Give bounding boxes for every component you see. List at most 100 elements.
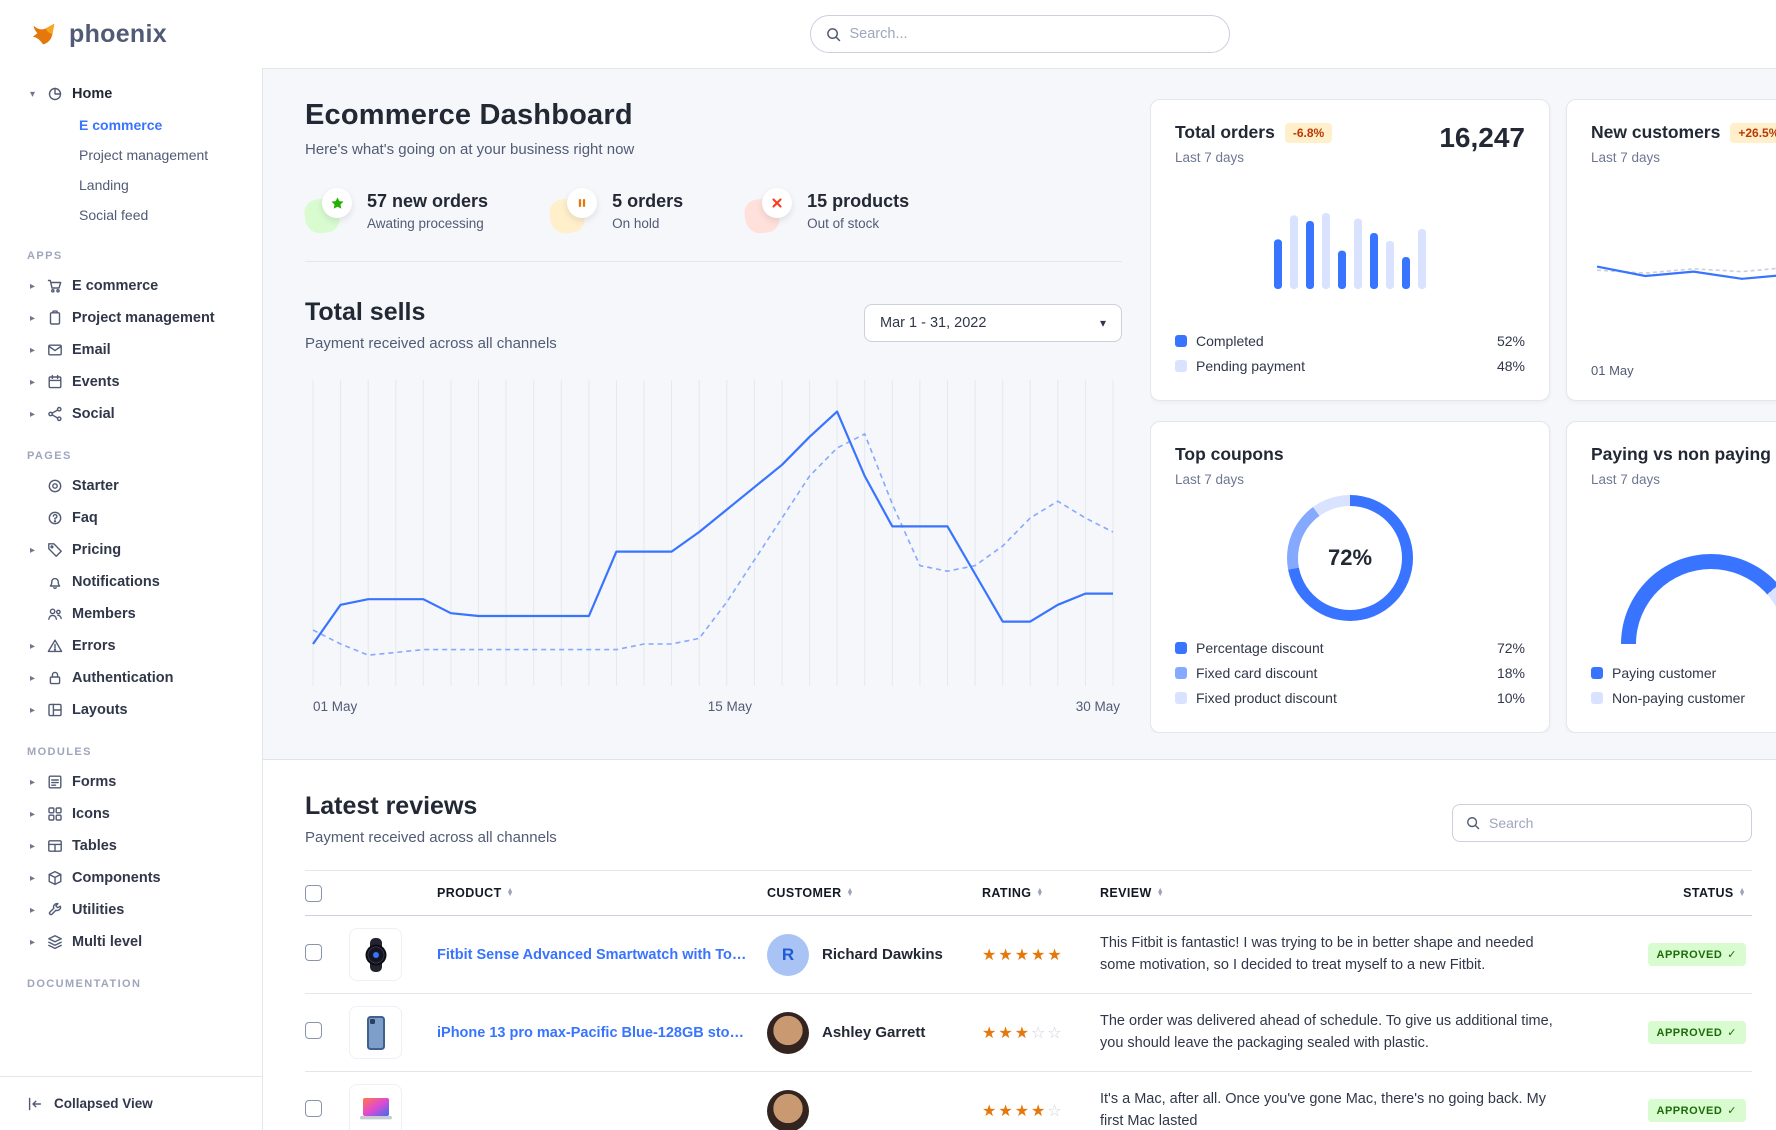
table-row: Fitbit Sense Advanced Smartwatch with To… [305, 916, 1752, 994]
column-label: CUSTOMER [767, 886, 842, 900]
change-badge: +26.5% [1730, 122, 1776, 143]
total-sells-chart [312, 380, 1114, 686]
stat-value: 57 new orders [367, 190, 489, 211]
chevron-right-icon: ▸ [29, 640, 36, 652]
column-header-customer[interactable]: CUSTOMER ▲ ▼ [767, 886, 982, 900]
sidebar-item-notifications[interactable]: Notifications [0, 566, 262, 598]
search-icon [826, 27, 840, 41]
legend-swatch [1175, 691, 1187, 704]
product-link[interactable]: iPhone 13 pro max-Pacific Blue-128GB sto… [437, 1024, 761, 1041]
top-coupons-donut: 72% [1287, 495, 1413, 621]
calendar-icon [48, 374, 62, 389]
customer-name: Richard Dawkins [822, 946, 943, 963]
legend-item: Completed 52% [1175, 328, 1525, 353]
sidebar-item-multi-level[interactable]: ▸ Multi level [0, 926, 262, 958]
status-badge: APPROVED ✓ [1647, 943, 1746, 966]
row-checkbox[interactable] [305, 1099, 322, 1117]
cards-grid: Total orders -6.8% Last 7 days 16,247 Co… [1150, 99, 1776, 733]
sidebar-item-social[interactable]: ▸ Social [0, 398, 262, 430]
star-icon: ★ [1031, 946, 1048, 964]
chevron-right-icon: ▸ [29, 408, 36, 420]
rating-stars: ★★★★★ [982, 945, 1100, 965]
avatar-photo [767, 1089, 809, 1130]
select-all-checkbox[interactable] [305, 884, 322, 902]
legend-item: Percentage discount 72% [1175, 635, 1525, 660]
legend-item: Paying customer [1591, 660, 1776, 685]
sidebar-item-label: E commerce [72, 278, 159, 294]
sidebar-item-faq[interactable]: Faq [0, 502, 262, 534]
question-icon [48, 511, 62, 525]
sidebar-item-events[interactable]: ▸ Events [0, 366, 262, 398]
sort-icon: ▲ ▼ [506, 886, 514, 898]
column-header-product[interactable]: PRODUCT ▲ ▼ [437, 886, 767, 900]
total-sells-chart-area [305, 380, 1122, 691]
row-checkbox[interactable] [305, 943, 322, 961]
sidebar-item-starter[interactable]: Starter [0, 470, 262, 502]
tag-icon [48, 543, 62, 557]
sidebar-item-email[interactable]: ▸ Email [0, 334, 262, 366]
review-text: It's a Mac, after all. Once you've gone … [1100, 1090, 1546, 1129]
status-badge: APPROVED ✓ [1647, 1021, 1746, 1044]
sidebar-item-label: Email [72, 342, 111, 358]
sidebar-item-label: Starter [72, 478, 119, 494]
legend-label: Fixed product discount [1196, 689, 1337, 706]
row-checkbox-cell [305, 1099, 349, 1122]
total-orders-chart [1175, 165, 1525, 328]
new-customers-card: New customers +26.5% Last 7 days 01 May [1566, 99, 1776, 401]
collapsed-view-toggle[interactable]: Collapsed View [0, 1076, 262, 1130]
chevron-right-icon: ▸ [29, 904, 36, 916]
product-thumbnail[interactable] [349, 1084, 402, 1130]
column-label: RATING [982, 886, 1032, 900]
product-thumbnail[interactable] [349, 928, 402, 981]
sidebar-item-pricing[interactable]: ▸ Pricing [0, 534, 262, 566]
global-search[interactable] [809, 15, 1230, 53]
card-period: Last 7 days [1175, 472, 1245, 487]
sidebar-subitem-project-management[interactable]: Project management [79, 147, 209, 163]
row-checkbox-cell [305, 1021, 349, 1044]
column-header-status[interactable]: STATUS ▲ ▼ [1602, 886, 1752, 900]
legend-swatch [1591, 666, 1603, 679]
legend-item: Fixed card discount 18% [1175, 660, 1525, 685]
sidebar-item-authentication[interactable]: ▸ Authentication [0, 662, 262, 694]
search-area [263, 0, 1776, 68]
sidebar-item-label: Icons [72, 806, 110, 822]
sidebar-subitem-social-feed[interactable]: Social feed [79, 207, 149, 223]
sidebar-item-forms[interactable]: ▸ Forms [0, 766, 262, 798]
column-header-rating[interactable]: RATING ▲ ▼ [982, 886, 1100, 900]
top-navbar: phoenix [0, 0, 1776, 68]
reviews-search-input[interactable] [1489, 815, 1738, 831]
sidebar-section-documentation: DOCUMENTATION [27, 978, 142, 990]
search-input[interactable] [849, 26, 1214, 42]
sidebar-item-project-management[interactable]: ▸ Project management [0, 302, 262, 334]
column-header-review[interactable]: REVIEW ▲ ▼ [1100, 886, 1602, 900]
sidebar-item-tables[interactable]: ▸ Tables [0, 830, 262, 862]
chevron-right-icon: ▸ [29, 840, 36, 852]
stat-icon-wrap [547, 188, 598, 236]
brand-name: phoenix [69, 19, 167, 48]
sidebar-subitem-landing[interactable]: Landing [79, 177, 129, 193]
product-thumbnail[interactable] [349, 1006, 402, 1059]
paying-legend: Paying customer Non-paying customer [1591, 660, 1776, 710]
date-range-select[interactable]: Mar 1 - 31, 2022 ▾ [864, 304, 1122, 342]
sidebar-item-label: Faq [72, 510, 98, 526]
sidebar-item-components[interactable]: ▸ Components [0, 862, 262, 894]
sidebar-item-members[interactable]: Members [0, 598, 262, 630]
brand[interactable]: phoenix [0, 0, 263, 68]
sidebar-item-home[interactable]: ▾ Home [0, 78, 262, 110]
row-checkbox[interactable] [305, 1021, 322, 1039]
star-icon: ☆ [1047, 1024, 1064, 1042]
sidebar-item-icons[interactable]: ▸ Icons [0, 798, 262, 830]
sidebar-item-utilities[interactable]: ▸ Utilities [0, 894, 262, 926]
sidebar-subitem-e-commerce[interactable]: E commerce [79, 117, 163, 133]
sidebar-item-layouts[interactable]: ▸ Layouts [0, 694, 262, 726]
product-link[interactable]: Fitbit Sense Advanced Smartwatch with To… [437, 946, 767, 963]
phoenix-logo-icon [32, 23, 55, 45]
sort-icon: ▲ ▼ [1036, 886, 1044, 898]
stat-icon-wrap [302, 188, 352, 236]
sidebar-item-e-commerce[interactable]: ▸ E commerce [0, 270, 262, 302]
reviews-search[interactable] [1452, 804, 1752, 842]
column-label: REVIEW [1100, 886, 1152, 900]
legend-swatch [1591, 691, 1603, 704]
sidebar-item-errors[interactable]: ▸ Errors [0, 630, 262, 662]
check-icon: ✓ [1727, 1027, 1737, 1039]
